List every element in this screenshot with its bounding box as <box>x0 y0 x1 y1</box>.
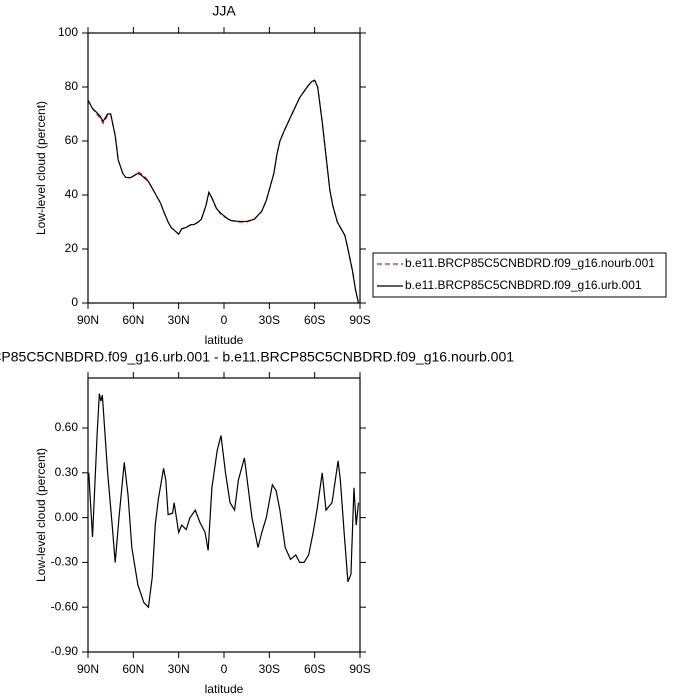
x-tick-label: 0 <box>221 313 228 327</box>
y-tick-label: -0.60 <box>51 599 79 613</box>
y-tick-label: 0.00 <box>55 510 79 524</box>
x-tick-label: 90N <box>77 662 99 676</box>
x-tick-label: 30N <box>168 313 190 327</box>
x-tick-label: 30S <box>259 313 280 327</box>
series-line <box>87 79 360 304</box>
legend-label: b.e11.BRCP85C5CNBDRD.f09_g16.nourb.001 <box>405 256 655 270</box>
chart-title: JJA <box>212 3 236 19</box>
y-tick-label: 0 <box>71 295 78 309</box>
plot-frame <box>87 32 361 304</box>
legend-box <box>372 252 667 298</box>
legend-label: b.e11.BRCP85C5CNBDRD.f09_g16.urb.001 <box>405 278 642 292</box>
y-tick-label: 100 <box>58 25 78 39</box>
x-tick-label: 90S <box>349 662 370 676</box>
x-tick-label: 60S <box>304 313 325 327</box>
x-tick-label: 30S <box>259 662 280 676</box>
chart-title: b.e11.BRCP85C5CNBDRD.f09_g16.urb.001 - b… <box>0 349 514 365</box>
x-tick-label: 90S <box>349 313 370 327</box>
y-axis-label: Low-level cloud (percent) <box>34 101 48 235</box>
x-axis-label: latitude <box>205 682 244 696</box>
x-tick-label: 0 <box>221 662 228 676</box>
x-tick-label: 60N <box>122 313 144 327</box>
y-tick-label: 60 <box>65 133 79 147</box>
x-axis-label: latitude <box>205 333 244 347</box>
x-tick-label: 90N <box>77 313 99 327</box>
y-tick-label: 40 <box>65 187 79 201</box>
y-tick-label: 20 <box>65 241 79 255</box>
x-tick-label: 30N <box>168 662 190 676</box>
y-tick-label: 0.30 <box>55 465 79 479</box>
x-tick-label: 60S <box>304 662 325 676</box>
series-line <box>87 79 360 304</box>
plot-frame <box>87 377 361 653</box>
y-tick-label: -0.90 <box>51 644 79 658</box>
y-tick-label: 0.60 <box>55 420 79 434</box>
series-line <box>88 393 360 609</box>
y-tick-label: -0.30 <box>51 555 79 569</box>
y-axis-label: Low-level cloud (percent) <box>34 448 48 582</box>
y-tick-label: 80 <box>65 79 79 93</box>
x-tick-label: 60N <box>122 662 144 676</box>
